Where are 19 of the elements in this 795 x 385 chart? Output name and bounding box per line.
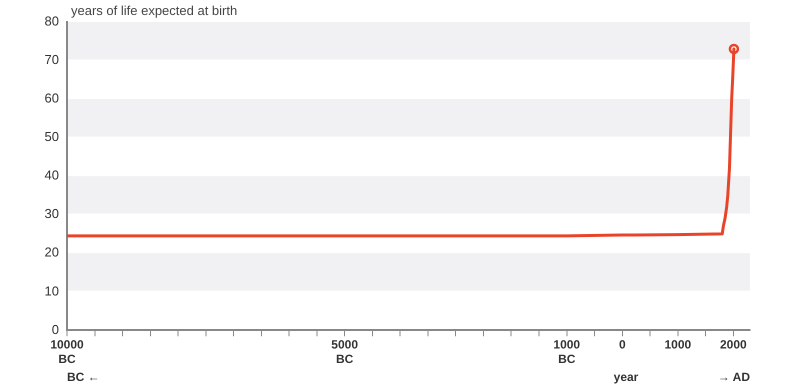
y-tick-label: 20 — [44, 244, 59, 260]
x-tick-label: 1000 BC — [553, 338, 580, 366]
x-tick-label: 2000 — [720, 338, 748, 352]
x-tick-label: 10000 BC — [50, 338, 84, 366]
x-tick-label: 0 — [618, 338, 626, 352]
x-axis-title: year — [614, 370, 639, 384]
y-tick-label: 10 — [44, 283, 59, 298]
text: BC ← — [67, 370, 100, 384]
x-tick-label: 1000 — [664, 338, 692, 352]
text: → AD — [718, 370, 750, 384]
y-tick-label: 40 — [44, 168, 59, 183]
y-tick-label: 50 — [44, 129, 59, 144]
y-axis-title: years of life expected at birth — [71, 3, 238, 18]
y-tick-label: 80 — [44, 14, 59, 29]
y-tick-label: 70 — [44, 52, 59, 68]
y-tick-label: 0 — [52, 322, 59, 337]
x-tick-label: 5000 BC — [331, 338, 358, 366]
y-tick-label: 30 — [44, 206, 59, 222]
y-tick-label: 60 — [44, 90, 59, 106]
